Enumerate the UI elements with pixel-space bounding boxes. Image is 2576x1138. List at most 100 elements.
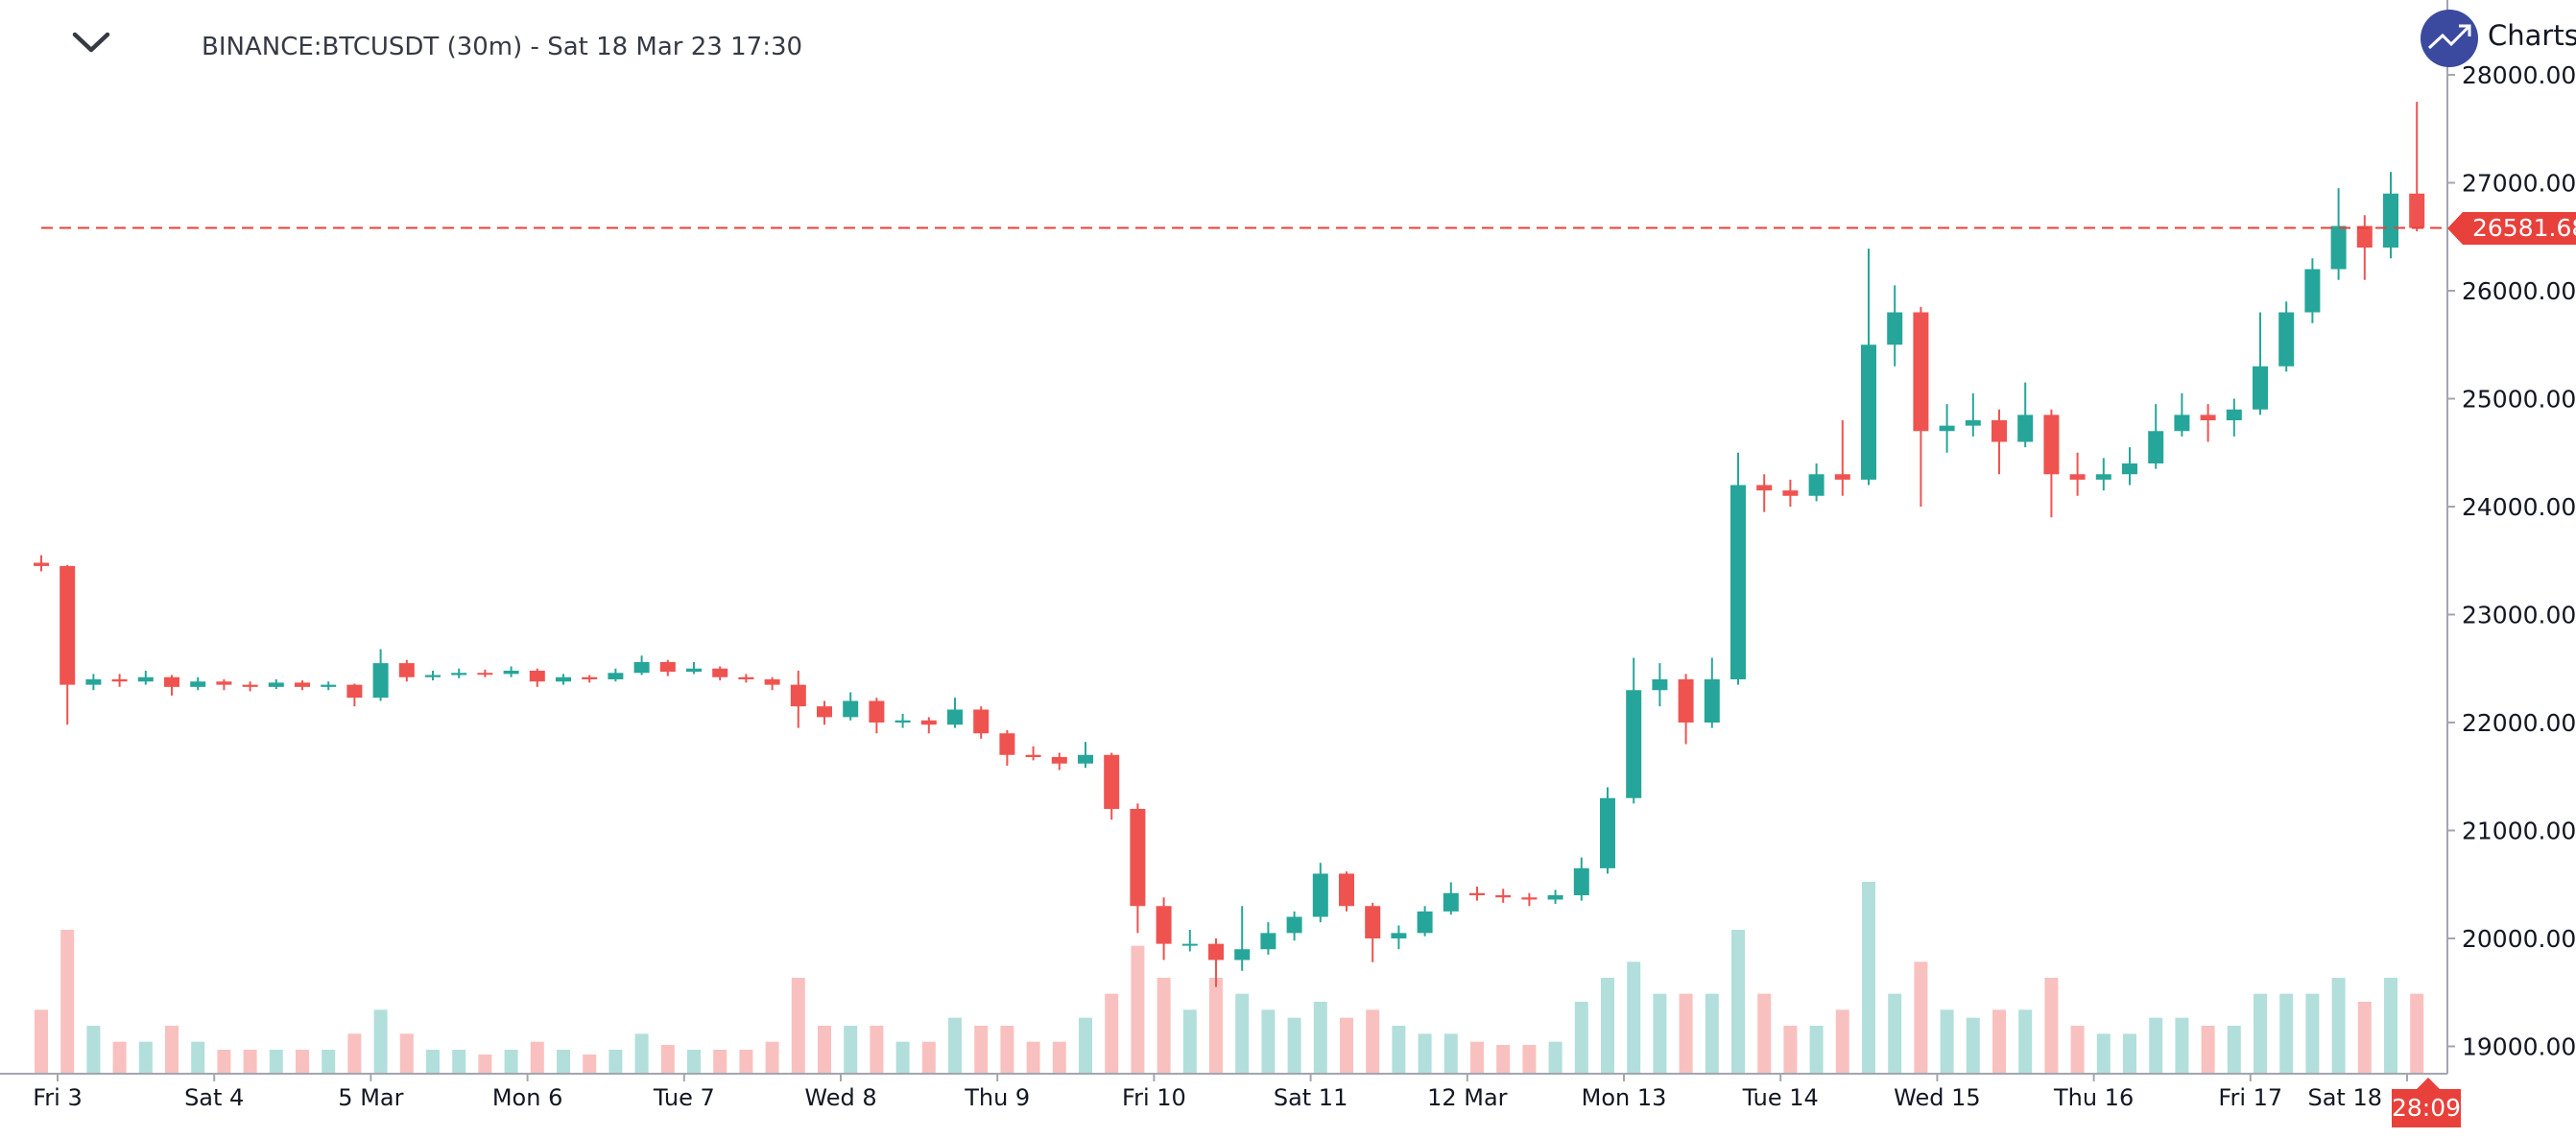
candle-body bbox=[2304, 269, 2321, 313]
candle-body bbox=[999, 733, 1015, 755]
volume-bar bbox=[269, 1050, 283, 1074]
time-tick-label: 12 Mar bbox=[1427, 1084, 1508, 1111]
volume-bar bbox=[1182, 1009, 1197, 1074]
volume-bar bbox=[1418, 1033, 1432, 1074]
volume-bar bbox=[138, 1041, 153, 1074]
candle-body bbox=[34, 562, 49, 566]
volume-bar bbox=[165, 1026, 179, 1074]
time-tick-label: Tue 14 bbox=[1742, 1084, 1819, 1111]
volume-bar bbox=[1496, 1045, 1511, 1074]
volume-bar bbox=[1366, 1009, 1380, 1074]
candle-body bbox=[1573, 867, 1589, 895]
volume-bar bbox=[1940, 1009, 1954, 1074]
candle-body bbox=[764, 679, 780, 685]
candle-body bbox=[712, 668, 728, 677]
candle-body bbox=[2253, 366, 2268, 410]
candle-body bbox=[973, 709, 990, 734]
volume-bar bbox=[2149, 1017, 2163, 1074]
candle-body bbox=[894, 720, 911, 723]
time-tick-label: Wed 8 bbox=[804, 1084, 876, 1111]
volume-bar bbox=[1731, 930, 1745, 1074]
volume-bar bbox=[1992, 1009, 2006, 1074]
candle-body bbox=[1756, 485, 1773, 491]
price-tick-label: 21000.00 bbox=[2462, 818, 2576, 845]
candle-body bbox=[1365, 906, 1381, 938]
candle-body bbox=[268, 682, 284, 687]
candle-body bbox=[1181, 943, 1198, 946]
volume-bar bbox=[2201, 1026, 2215, 1074]
volume-bar bbox=[2018, 1009, 2033, 1074]
candle-body bbox=[869, 700, 885, 723]
candle-body bbox=[2226, 409, 2242, 420]
candle-body bbox=[137, 676, 154, 682]
volume-bar bbox=[844, 1026, 858, 1074]
volume-bar bbox=[1000, 1026, 1014, 1074]
candle-body bbox=[1286, 916, 1302, 934]
candle-body bbox=[2356, 225, 2373, 248]
volume-bar bbox=[191, 1041, 205, 1074]
candle-body bbox=[1730, 485, 1746, 679]
candle-body bbox=[1391, 933, 1407, 938]
volume-bar bbox=[1653, 993, 1667, 1074]
volume-bar bbox=[687, 1050, 701, 1074]
branding-text[interactable]: Charts p bbox=[2488, 19, 2576, 52]
volume-bar bbox=[1705, 993, 1719, 1074]
candle-body bbox=[216, 681, 232, 685]
volume-bar bbox=[583, 1055, 597, 1074]
candle-body bbox=[2043, 415, 2060, 475]
candle-body bbox=[1678, 679, 1694, 723]
volume-bar bbox=[1443, 1033, 1458, 1074]
volume-bar bbox=[504, 1050, 518, 1074]
candle-body bbox=[372, 663, 389, 699]
time-tick-label: Fri 10 bbox=[1122, 1084, 1186, 1111]
volume-bar bbox=[1862, 882, 1875, 1074]
volume-bar bbox=[1966, 1017, 1980, 1074]
time-tick-label: Wed 15 bbox=[1894, 1084, 1981, 1111]
volume-bar bbox=[1105, 993, 1119, 1074]
trend-arrow-icon[interactable] bbox=[2421, 10, 2478, 67]
candle-body bbox=[1834, 474, 1850, 480]
volume-bar bbox=[2357, 1002, 2372, 1074]
volume-bar bbox=[1026, 1041, 1040, 1074]
candle-body bbox=[1547, 895, 1563, 900]
bar-countdown-label: 28:09 bbox=[2392, 1078, 2461, 1127]
candle-body bbox=[164, 676, 179, 687]
volume-bar bbox=[1131, 945, 1145, 1074]
time-tick-label: Mon 6 bbox=[492, 1084, 563, 1111]
candle-body bbox=[817, 706, 832, 718]
volume-bar bbox=[791, 978, 805, 1074]
volume-bar bbox=[373, 1009, 388, 1074]
candle-body bbox=[1051, 757, 1067, 764]
candle-body bbox=[1208, 943, 1224, 960]
candle-body bbox=[1626, 690, 1642, 798]
volume-bar bbox=[530, 1041, 544, 1074]
candle-body bbox=[608, 673, 624, 679]
candle-body bbox=[1704, 679, 1720, 723]
volume-bar bbox=[870, 1026, 884, 1074]
volume-bar bbox=[399, 1033, 414, 1074]
volume-bar bbox=[2175, 1017, 2189, 1074]
volume-bar bbox=[634, 1033, 649, 1074]
candle-body bbox=[1782, 490, 1799, 496]
volume-bar bbox=[347, 1033, 362, 1074]
volume-bar bbox=[1627, 961, 1641, 1074]
volume-bar bbox=[2410, 993, 2424, 1074]
price-tick-label: 28000.00 bbox=[2462, 61, 2576, 89]
candle-body bbox=[1417, 911, 1433, 934]
candle-body bbox=[2330, 225, 2347, 270]
volume-bar bbox=[1574, 1002, 1588, 1074]
volume-bar bbox=[713, 1050, 727, 1074]
chart-title: BINANCE:BTCUSDT (30m) - Sat 18 Mar 23 17… bbox=[202, 33, 803, 61]
volume-bar bbox=[60, 930, 75, 1074]
time-tick-label: Fri 3 bbox=[33, 1084, 83, 1111]
volume-bar bbox=[1809, 1026, 1824, 1074]
candle-body bbox=[2383, 193, 2398, 248]
candle-body bbox=[2409, 193, 2425, 228]
volume-bar bbox=[452, 1050, 466, 1074]
chevron-down-icon[interactable] bbox=[69, 29, 113, 58]
price-tick-label: 20000.00 bbox=[2462, 925, 2576, 953]
volume-bar bbox=[2305, 993, 2320, 1074]
candle-body bbox=[1939, 425, 1955, 432]
volume-bar bbox=[948, 1017, 962, 1074]
